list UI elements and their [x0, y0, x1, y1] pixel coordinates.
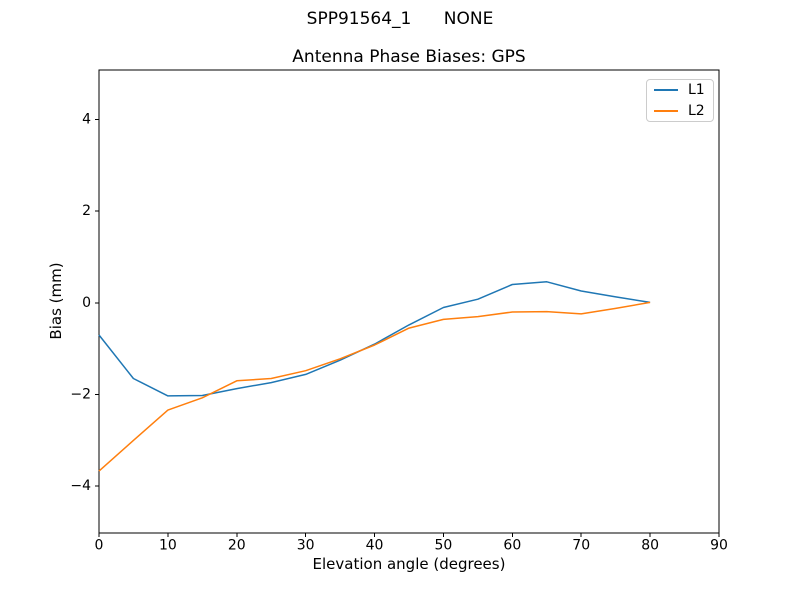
x-tick-label-3: 30: [297, 538, 315, 554]
y-tick-label-4: −4: [70, 478, 91, 494]
y-tick-label-0: 4: [82, 112, 91, 128]
x-tick-label-7: 70: [572, 538, 590, 554]
y-tick-label-2: 0: [82, 295, 91, 311]
y-tick-label-1: 2: [82, 203, 91, 219]
x-tick-label-4: 40: [366, 538, 384, 554]
legend-swatch-l2: [654, 110, 678, 112]
legend-label-l2: L2: [688, 102, 705, 119]
figure-suptitle: SPP91564_1 NONE: [306, 9, 494, 29]
x-tick-label-8: 80: [641, 538, 659, 554]
l2-series-line: [98, 301, 651, 472]
x-tick-label-5: 50: [435, 538, 453, 554]
y-tick-label-3: −2: [70, 387, 91, 403]
legend-label-l1: L1: [688, 81, 705, 98]
x-tick-label-0: 0: [95, 538, 104, 554]
x-tick-label-6: 60: [503, 538, 521, 554]
plot-border: [98, 69, 720, 534]
y-axis-label: Bias (mm): [47, 262, 65, 340]
l1-series-line: [98, 281, 651, 397]
legend: L1 L2: [646, 79, 714, 122]
legend-item-l2: L2: [654, 103, 706, 120]
legend-item-l1: L1: [654, 82, 706, 99]
x-tick-label-1: 10: [159, 538, 177, 554]
legend-swatch-l1: [654, 89, 678, 91]
chart-title: Antenna Phase Biases: GPS: [292, 47, 526, 67]
x-tick-label-9: 90: [710, 538, 728, 554]
x-tick-label-2: 20: [228, 538, 246, 554]
x-axis-label: Elevation angle (degrees): [312, 555, 506, 573]
